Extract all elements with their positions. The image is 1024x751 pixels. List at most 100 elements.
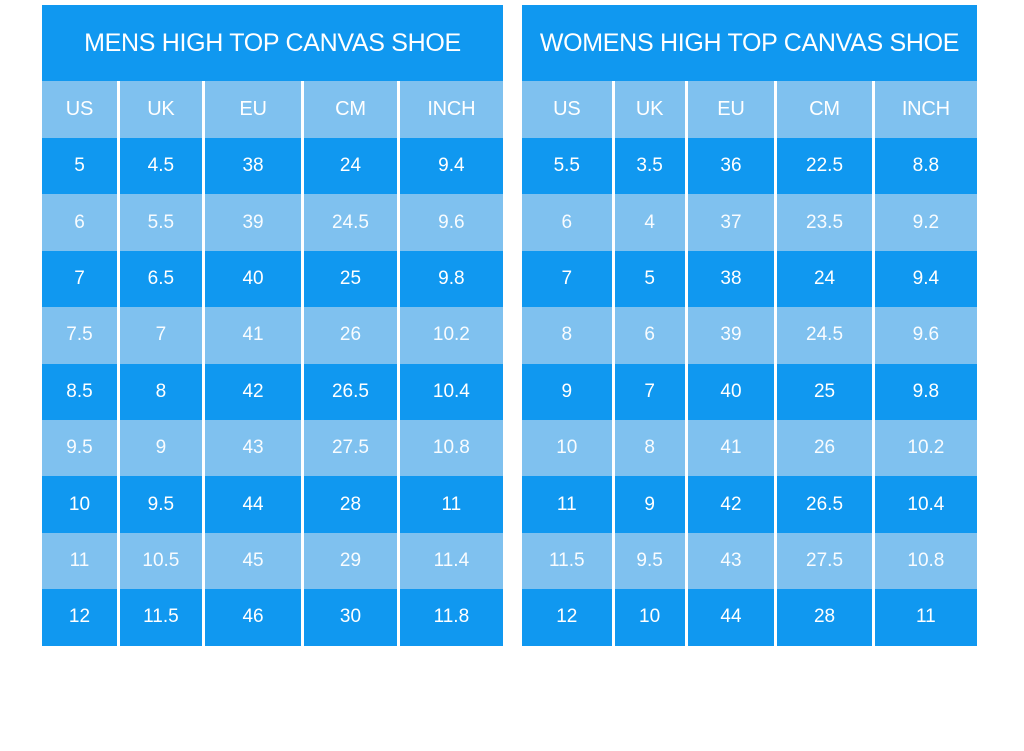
table-row: 6 5.5 39 24.5 9.6: [42, 194, 503, 251]
column-header: CM: [304, 81, 397, 138]
womens-table-body: US UK EU CM INCH 5.5 3.5 36 22.5 8.8 6 4 37 23.5 9.2 7 5…: [522, 81, 977, 646]
column-header: CM: [777, 81, 872, 138]
table-cell: 29: [304, 532, 397, 590]
table-cell: 9.6: [874, 307, 977, 364]
table-cell: 28: [777, 589, 872, 646]
table-cell: 9.4: [874, 250, 977, 308]
womens-table-title: WOMENS HIGH TOP CANVAS SHOE: [522, 5, 977, 81]
column-header-row: US UK EU CM INCH: [42, 81, 503, 138]
womens-size-chart-table: WOMENS HIGH TOP CANVAS SHOE US UK EU CM INCH…: [522, 5, 977, 646]
table-cell: 11.8: [399, 589, 503, 646]
table-cell: 9.6: [399, 194, 503, 251]
table-row: 10 9.5 44 28 11: [42, 476, 503, 533]
table-cell: 10: [614, 589, 685, 646]
table-cell: 6.5: [119, 250, 202, 308]
table-cell: 9: [119, 419, 202, 477]
column-header: US: [42, 81, 117, 138]
size-chart-page: MENS HIGH TOP CANVAS SHOE US UK EU CM INCH 5 4…: [42, 5, 977, 646]
column-header: UK: [614, 81, 685, 138]
table-cell: 45: [204, 532, 302, 590]
table-row: 5 4.5 38 24 9.4: [42, 138, 503, 195]
table-row: 7.5 7 41 26 10.2: [42, 307, 503, 364]
table-cell: 39: [204, 194, 302, 251]
table-cell: 3.5: [614, 138, 685, 195]
table-cell: 10.5: [119, 532, 202, 590]
table-cell: 8.5: [42, 363, 117, 420]
table-cell: 11.5: [119, 589, 202, 646]
table-cell: 24.5: [777, 307, 872, 364]
table-cell: 11.5: [522, 532, 612, 590]
table-cell: 5.5: [119, 194, 202, 251]
table-cell: 40: [204, 250, 302, 308]
column-header: EU: [687, 81, 775, 138]
table-cell: 7: [522, 250, 612, 308]
column-header-row: US UK EU CM INCH: [522, 81, 977, 138]
table-cell: 9: [614, 476, 685, 533]
table-cell: 38: [687, 250, 775, 308]
table-cell: 4: [614, 194, 685, 251]
table-cell: 5: [614, 250, 685, 308]
column-header: INCH: [399, 81, 503, 138]
table-row: 8.5 8 42 26.5 10.4: [42, 363, 503, 420]
table-cell: 11.4: [399, 532, 503, 590]
table-cell: 11: [42, 532, 117, 590]
table-row: 11 10.5 45 29 11.4: [42, 532, 503, 590]
table-cell: 7: [42, 250, 117, 308]
table-cell: 37: [687, 194, 775, 251]
table-cell: 5: [42, 138, 117, 195]
table-cell: 43: [204, 419, 302, 477]
mens-size-chart-table: MENS HIGH TOP CANVAS SHOE US UK EU CM INCH 5 4…: [42, 5, 503, 646]
table-cell: 39: [687, 307, 775, 364]
table-row: 12 11.5 46 30 11.8: [42, 589, 503, 646]
table-cell: 8: [119, 363, 202, 420]
table-cell: 12: [522, 589, 612, 646]
table-cell: 24.5: [304, 194, 397, 251]
table-cell: 10: [42, 476, 117, 533]
table-cell: 27.5: [777, 532, 872, 590]
table-cell: 6: [42, 194, 117, 251]
table-cell: 27.5: [304, 419, 397, 477]
table-cell: 26: [304, 307, 397, 364]
column-header: UK: [119, 81, 202, 138]
table-cell: 24: [304, 138, 397, 195]
table-cell: 9.5: [614, 532, 685, 590]
table-cell: 9: [522, 363, 612, 420]
table-cell: 8: [522, 307, 612, 364]
table-cell: 41: [204, 307, 302, 364]
table-cell: 11: [874, 589, 977, 646]
table-cell: 44: [204, 476, 302, 533]
table-cell: 9.8: [874, 363, 977, 420]
table-cell: 7: [119, 307, 202, 364]
column-header: EU: [204, 81, 302, 138]
table-cell: 10: [522, 419, 612, 477]
mens-table-title: MENS HIGH TOP CANVAS SHOE: [42, 5, 503, 81]
column-header: INCH: [874, 81, 977, 138]
table-cell: 46: [204, 589, 302, 646]
table-row: 5.5 3.5 36 22.5 8.8: [522, 138, 977, 195]
table-row: 9 7 40 25 9.8: [522, 363, 977, 420]
table-cell: 42: [204, 363, 302, 420]
table-cell: 9.2: [874, 194, 977, 251]
table-row: 10 8 41 26 10.2: [522, 419, 977, 477]
table-cell: 23.5: [777, 194, 872, 251]
table-cell: 43: [687, 532, 775, 590]
table-cell: 30: [304, 589, 397, 646]
table-cell: 26: [777, 419, 872, 477]
table-cell: 7: [614, 363, 685, 420]
table-row: 11.5 9.5 43 27.5 10.8: [522, 532, 977, 590]
table-cell: 6: [614, 307, 685, 364]
table-cell: 24: [777, 250, 872, 308]
table-cell: 10.2: [399, 307, 503, 364]
table-row: 11 9 42 26.5 10.4: [522, 476, 977, 533]
table-cell: 6: [522, 194, 612, 251]
table-row: 6 4 37 23.5 9.2: [522, 194, 977, 251]
table-cell: 4.5: [119, 138, 202, 195]
table-cell: 10.4: [399, 363, 503, 420]
table-cell: 38: [204, 138, 302, 195]
table-cell: 42: [687, 476, 775, 533]
table-row: 7 5 38 24 9.4: [522, 250, 977, 308]
table-row: 8 6 39 24.5 9.6: [522, 307, 977, 364]
table-cell: 26.5: [304, 363, 397, 420]
table-cell: 41: [687, 419, 775, 477]
table-cell: 25: [777, 363, 872, 420]
